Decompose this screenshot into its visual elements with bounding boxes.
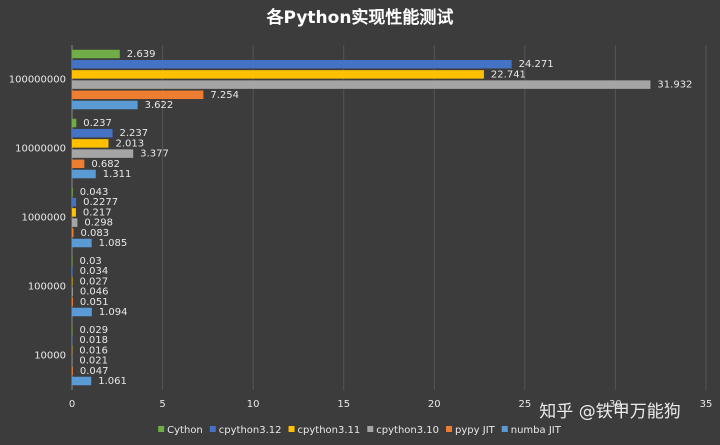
legend-swatch	[367, 426, 374, 432]
x-tick-label: 5	[159, 399, 165, 410]
bar	[72, 238, 92, 248]
bar	[72, 118, 77, 128]
data-label: 0.027	[79, 276, 108, 287]
legend-label: cpython3.10	[376, 425, 439, 436]
bar	[72, 90, 204, 100]
data-label: 3.622	[145, 100, 174, 111]
legend-swatch	[288, 426, 295, 432]
data-label: 0.237	[83, 118, 112, 129]
chart-title: 各Python实现性能测试	[266, 7, 454, 28]
data-label: 7.254	[210, 90, 239, 101]
bar	[72, 169, 96, 179]
bar	[72, 49, 120, 59]
data-label: 2.639	[127, 49, 156, 60]
data-label: 0.046	[80, 287, 109, 298]
x-tick-label: 30	[609, 399, 622, 410]
bar	[72, 256, 73, 266]
bar	[72, 128, 113, 138]
bar	[72, 228, 74, 238]
data-label: 0.047	[80, 366, 109, 377]
legend-label: cpython3.12	[219, 425, 282, 436]
legend-swatch	[446, 426, 453, 432]
data-label: 0.018	[79, 335, 108, 346]
bar	[72, 266, 73, 276]
bar	[72, 59, 512, 69]
legend-swatch	[158, 426, 165, 432]
data-label: 31.932	[657, 80, 692, 91]
bar	[72, 376, 92, 386]
data-label: 0.083	[81, 228, 110, 239]
x-tick-label: 15	[337, 399, 350, 410]
x-tick-label: 10	[247, 399, 260, 410]
bar	[72, 307, 92, 317]
data-label: 1.094	[99, 307, 128, 318]
y-tick-label: 100000	[28, 282, 66, 293]
legend-label: pypy JIT	[455, 425, 496, 436]
data-label: 0.298	[84, 218, 113, 229]
data-label: 1.085	[99, 238, 128, 249]
data-label: 2.237	[120, 128, 149, 139]
data-label: 0.029	[80, 325, 109, 336]
bar	[72, 149, 134, 158]
bar	[72, 70, 484, 79]
y-tick-label: 100000000	[9, 75, 66, 86]
legend-swatch	[501, 426, 508, 432]
legend-label: cpython3.11	[298, 425, 361, 436]
bar	[72, 208, 76, 217]
bar	[72, 80, 651, 89]
x-tick-label: 20	[428, 399, 441, 410]
data-label: 0.682	[91, 159, 120, 170]
x-tick-label: 25	[518, 399, 531, 410]
data-label: 0.043	[80, 187, 109, 198]
legend-label: numba JIT	[511, 425, 562, 436]
bar	[72, 325, 73, 335]
data-label: 2.013	[115, 138, 144, 149]
data-label: 0.016	[79, 345, 108, 356]
data-label: 1.311	[103, 169, 132, 180]
data-label: 0.051	[80, 297, 109, 308]
data-label: 1.061	[98, 376, 127, 387]
data-label: 3.377	[140, 149, 169, 160]
bar	[72, 218, 78, 227]
x-tick-label: 0	[69, 399, 75, 410]
y-tick-label: 10000	[34, 351, 66, 362]
y-tick-label: 1000000	[21, 213, 66, 224]
data-label: 0.217	[83, 207, 112, 218]
data-label: 22.741	[491, 69, 526, 80]
legend-label: Cython	[167, 425, 203, 436]
bar	[72, 287, 73, 296]
y-tick-label: 10000000	[15, 144, 66, 155]
bar	[72, 159, 85, 169]
data-label: 0.03	[80, 256, 102, 267]
bar	[72, 297, 73, 307]
bar	[72, 139, 109, 148]
bar	[72, 197, 77, 207]
x-tick-label: 35	[700, 399, 713, 410]
legend-swatch	[209, 426, 216, 432]
data-label: 0.2277	[83, 197, 118, 208]
data-label: 24.271	[519, 59, 554, 70]
bar	[72, 100, 138, 110]
watermark: 知乎 @铁甲万能狗	[539, 402, 680, 422]
bar	[72, 366, 73, 376]
bar	[72, 187, 73, 197]
data-label: 0.034	[80, 266, 109, 277]
data-label: 0.021	[79, 356, 108, 367]
